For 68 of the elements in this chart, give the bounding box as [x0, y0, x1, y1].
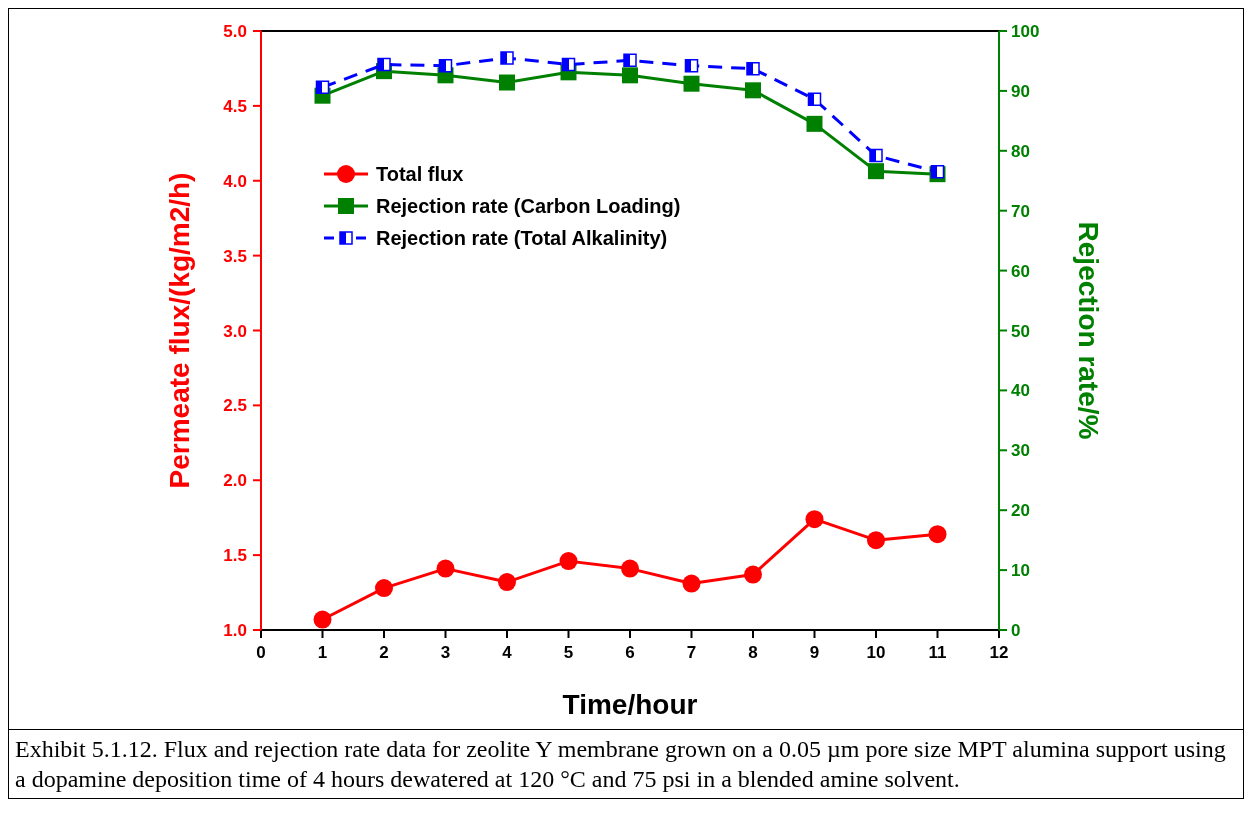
y2-tick-label: 70 [1011, 201, 1030, 221]
legend-label: Rejection rate (Carbon Loading) [376, 195, 681, 217]
y2-tick-label: 20 [1011, 501, 1030, 521]
x-tick-label: 11 [928, 643, 947, 662]
y2-tick-label: 50 [1011, 321, 1030, 341]
x-tick-label: 5 [563, 643, 574, 662]
point [805, 510, 824, 529]
point [375, 579, 393, 598]
x-tick-label: 12 [989, 643, 1009, 662]
point [928, 525, 947, 544]
point [499, 74, 515, 91]
point [867, 531, 885, 550]
x-tick-label: 6 [625, 643, 635, 662]
point [869, 148, 883, 163]
x-tick-label: 9 [809, 643, 820, 662]
x-tick-label: 7 [686, 643, 697, 662]
point [684, 58, 699, 73]
x-tick-label: 3 [440, 643, 451, 662]
y-tick-label: 1.0 [223, 621, 247, 640]
y-tick-label: 3.5 [223, 246, 247, 266]
y-tick-label: 3.0 [223, 321, 247, 341]
y2-tick-label: 0 [1011, 621, 1021, 640]
point [621, 559, 639, 578]
y-tick-label: 1.5 [223, 546, 247, 566]
y-tick-label: 4.0 [223, 171, 247, 191]
y2-tick-label: 10 [1011, 561, 1030, 581]
point [746, 61, 760, 76]
point [500, 51, 514, 65]
point [807, 92, 822, 107]
y-tick-label: 5.0 [223, 22, 247, 41]
legend-label: Rejection rate (Total Alkalinity) [376, 227, 668, 249]
y2-axis-title: Rejection rate/% [1073, 221, 1104, 440]
point [682, 574, 701, 593]
x-tick-label: 1 [317, 643, 328, 662]
point [806, 115, 823, 132]
y-tick-label: 4.5 [223, 96, 247, 116]
point [622, 67, 638, 84]
x-axis-title: Time/hour [562, 689, 698, 720]
point [313, 610, 332, 629]
point [683, 75, 700, 92]
point [438, 58, 453, 73]
point [377, 57, 391, 72]
point [623, 53, 637, 68]
legend-label: Total flux [376, 163, 464, 185]
point [559, 552, 578, 571]
point [930, 165, 945, 179]
y2-tick-label: 60 [1011, 261, 1030, 281]
point [744, 565, 762, 584]
y2-tick-label: 100 [1011, 22, 1040, 41]
y-axis-title: Permeate flux/(kg/m2/h) [164, 172, 195, 489]
point [868, 163, 884, 180]
y2-tick-label: 40 [1011, 381, 1030, 401]
x-tick-label: 8 [748, 643, 758, 662]
point [436, 559, 455, 578]
x-tick-label: 0 [256, 643, 266, 662]
y2-tick-label: 30 [1011, 441, 1030, 461]
point [315, 80, 330, 95]
y2-tick-label: 90 [1011, 81, 1030, 101]
point [561, 57, 576, 72]
point [745, 82, 761, 99]
text: Exhibit 5.1.12. Flux and rejection rate data for zeolite Y membrane grown on a 0.05 µm pore size MPT alumina support using a dopamine deposition time of 4 hours dewatered at 120 °C and 75 psi in a blended amine solvent. [9, 729, 1243, 798]
y-tick-label: 2.0 [223, 471, 247, 491]
point [498, 573, 516, 592]
x-tick-label: 4 [502, 643, 513, 662]
x-tick-label: 10 [866, 643, 886, 662]
y2-tick-label: 80 [1011, 141, 1030, 161]
x-tick-label: 2 [379, 643, 389, 662]
y-tick-label: 2.5 [223, 396, 247, 416]
